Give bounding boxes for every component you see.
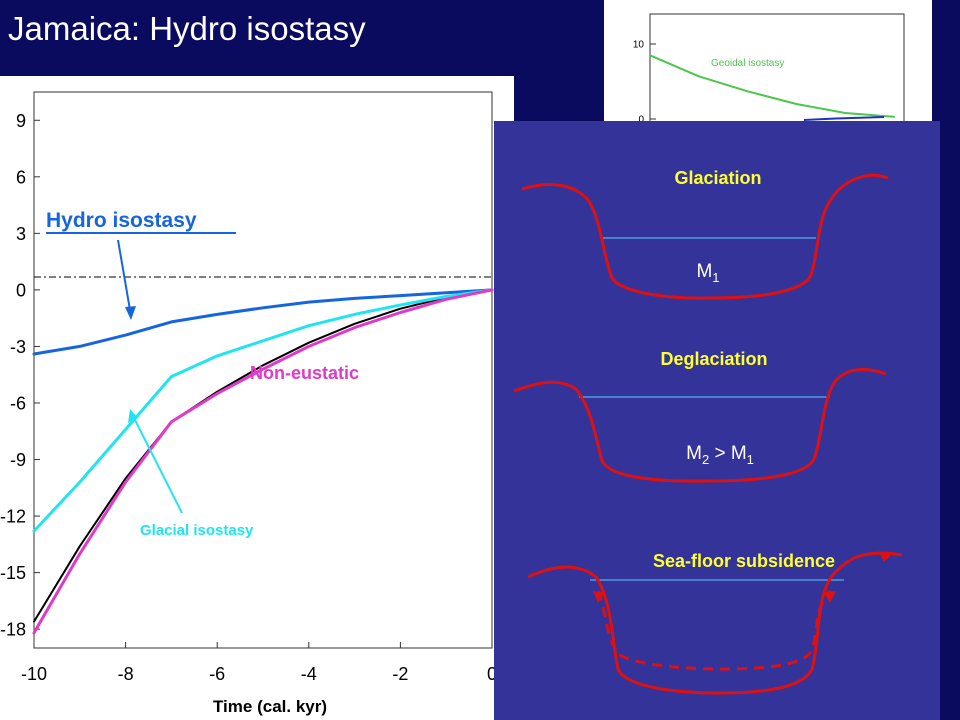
y-tick-label: -3 bbox=[10, 337, 26, 357]
inset-blue-line-fragment bbox=[803, 116, 885, 121]
y-tick-label: 9 bbox=[16, 111, 26, 131]
x-tick-label: -10 bbox=[21, 664, 47, 684]
subsidence-arrow-head-right bbox=[824, 591, 836, 603]
y-tick-label: -6 bbox=[10, 393, 26, 413]
subsidence-basin-outline bbox=[527, 551, 903, 695]
glacial-isostasy-annotation: Glacial isostasy bbox=[140, 522, 254, 539]
main-chart-background bbox=[0, 76, 514, 720]
y-tick-label: 0 bbox=[16, 280, 26, 300]
non-eustatic-annotation: Non-eustatic bbox=[250, 363, 359, 383]
inset-y-ticks: 10 0 bbox=[633, 40, 656, 122]
y-tick-label: -9 bbox=[10, 450, 26, 470]
non-eustatic-line bbox=[32, 288, 494, 635]
glaciation-panel: Glaciation M1 bbox=[521, 168, 889, 300]
y-tick-label: -15 bbox=[0, 563, 26, 583]
x-tick-label: -8 bbox=[118, 664, 134, 684]
x-tick-label: -4 bbox=[301, 664, 317, 684]
main-series-group bbox=[32, 288, 494, 635]
glaciation-mass-label: M1 bbox=[696, 261, 719, 285]
y-tick-label: 3 bbox=[16, 224, 26, 244]
y-tick-label: -12 bbox=[0, 507, 26, 527]
inset-series-group bbox=[649, 54, 895, 118]
subsidence-dashed-basin bbox=[596, 589, 832, 671]
deglaciation-basin-outline bbox=[513, 368, 887, 483]
glacial-isostasy-arrow-head bbox=[128, 409, 138, 423]
deglaciation-title: Deglaciation bbox=[660, 349, 767, 369]
geoidal-isostasy-label: Geoidal isostasy bbox=[711, 58, 784, 69]
y-tick-label: -18 bbox=[0, 620, 26, 640]
basin-diagram: Glaciation M1 Deglaciation M2 > M1 Sea-f… bbox=[494, 121, 940, 720]
glacial-isostasy-arrow bbox=[133, 417, 183, 514]
x-tick-label: -2 bbox=[392, 664, 408, 684]
main-y-ticks: 9 6 3 0 -3 -6 -9 -12 -15 -18 bbox=[0, 111, 40, 640]
y-tick-label: 10 bbox=[633, 40, 645, 51]
basin-diagram-background bbox=[494, 121, 940, 720]
subsidence-arrow-head-top-right bbox=[879, 552, 891, 562]
slide-title: Jamaica: Hydro isostasy bbox=[8, 10, 366, 47]
series-0-line bbox=[33, 288, 493, 623]
glaciation-basin-outline bbox=[521, 173, 889, 300]
subsidence-panel: Sea-floor subsidence bbox=[527, 551, 903, 695]
glacial-isostasy-line bbox=[32, 288, 494, 533]
main-chart: 9 6 3 0 -3 -6 -9 -12 -15 -18 -10 -8 -6 -4 -2 0 Time (c… bbox=[0, 76, 514, 720]
y-tick-label: 6 bbox=[16, 167, 26, 187]
x-tick-label: 0 bbox=[487, 664, 497, 684]
deglaciation-mass-label: M2 > M1 bbox=[686, 443, 754, 467]
hydro-isostasy-line bbox=[32, 288, 494, 356]
x-tick-label: -6 bbox=[209, 664, 225, 684]
deglaciation-panel: Deglaciation M2 > M1 bbox=[513, 349, 887, 483]
glaciation-title: Glaciation bbox=[674, 168, 761, 188]
main-x-ticks: -10 -8 -6 -4 -2 0 bbox=[21, 642, 497, 684]
main-x-axis-label: Time (cal. kyr) bbox=[213, 697, 327, 716]
y-tick-label: 0 bbox=[638, 115, 644, 122]
main-plot-frame bbox=[33, 91, 493, 649]
inset-chart-background bbox=[604, 0, 932, 122]
inset-plot-frame bbox=[649, 13, 905, 122]
hydro-isostasy-arrow bbox=[117, 239, 131, 311]
hydro-isostasy-arrow-head bbox=[125, 306, 136, 320]
subsidence-arrow-head-left bbox=[593, 591, 605, 603]
subsidence-title: Sea-floor subsidence bbox=[653, 551, 835, 571]
hydro-isostasy-annotation: Hydro isostasy bbox=[46, 209, 197, 232]
geoidal-isostasy-line bbox=[649, 54, 895, 118]
inset-chart: 10 0 Geoidal isostasy bbox=[604, 0, 932, 122]
